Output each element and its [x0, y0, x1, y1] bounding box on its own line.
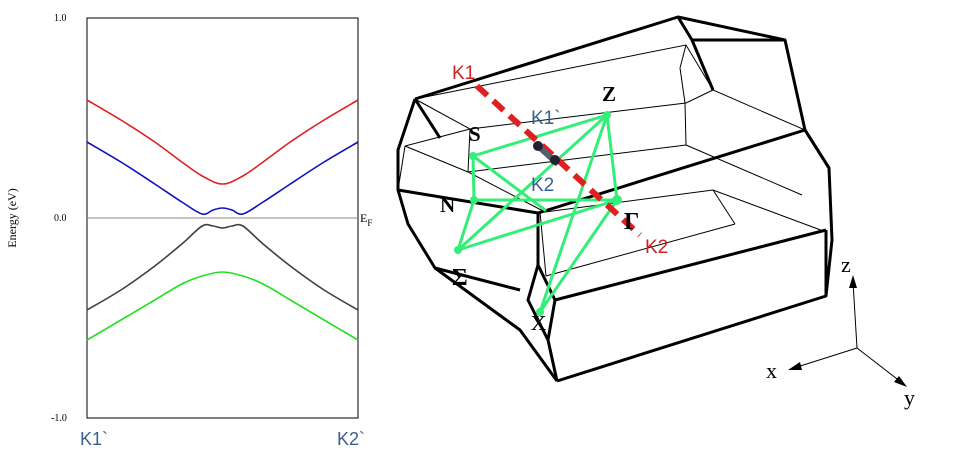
band-lines [86, 99, 359, 341]
band-line-3 [86, 271, 359, 341]
y-tick-label-mid: 0.0 [54, 213, 67, 224]
k2p-point [550, 155, 560, 165]
k1p-label: K1` [531, 108, 561, 129]
axis-label-y: y [904, 385, 915, 410]
point-label-z: Z [602, 82, 616, 106]
k1-label: K1 [452, 63, 475, 84]
band-structure-plot: 1.0 0.0 -1.0 Energy (eV) EF K1` K2` [5, 13, 372, 449]
k1p-point [533, 141, 543, 151]
y-axis-label: Energy (eV) [5, 188, 19, 247]
y-tick-label-top: 1.0 [54, 13, 67, 24]
fermi-label: EF [360, 211, 372, 228]
k2p-label: K2 [531, 175, 554, 196]
bz-outer-edges [396, 15, 834, 383]
point-label-x: X [531, 311, 546, 335]
point-label-s: S [469, 122, 481, 146]
band-line-2 [86, 223, 359, 311]
point-label-gamma: Γ [624, 209, 639, 235]
point-label-n: N [440, 193, 455, 217]
axis-label-z: z [841, 252, 851, 277]
brillouin-zone-diagram: K1 K2 K1` K2 S Z N Γ Σ X [396, 15, 834, 383]
axis-label-x: x [766, 358, 777, 383]
coordinate-axes: z x y [766, 252, 915, 410]
band-line-1 [86, 141, 359, 216]
y-tick-label-bot: -1.0 [51, 413, 67, 424]
path-vertices [454, 111, 622, 316]
point-label-sigma: Σ [452, 265, 468, 291]
band-line-0 [86, 99, 359, 185]
x-tick-label-k2p: K2` [337, 429, 365, 449]
x-tick-label-k1p: K1` [80, 429, 108, 449]
k2-label: K2 [645, 237, 668, 258]
